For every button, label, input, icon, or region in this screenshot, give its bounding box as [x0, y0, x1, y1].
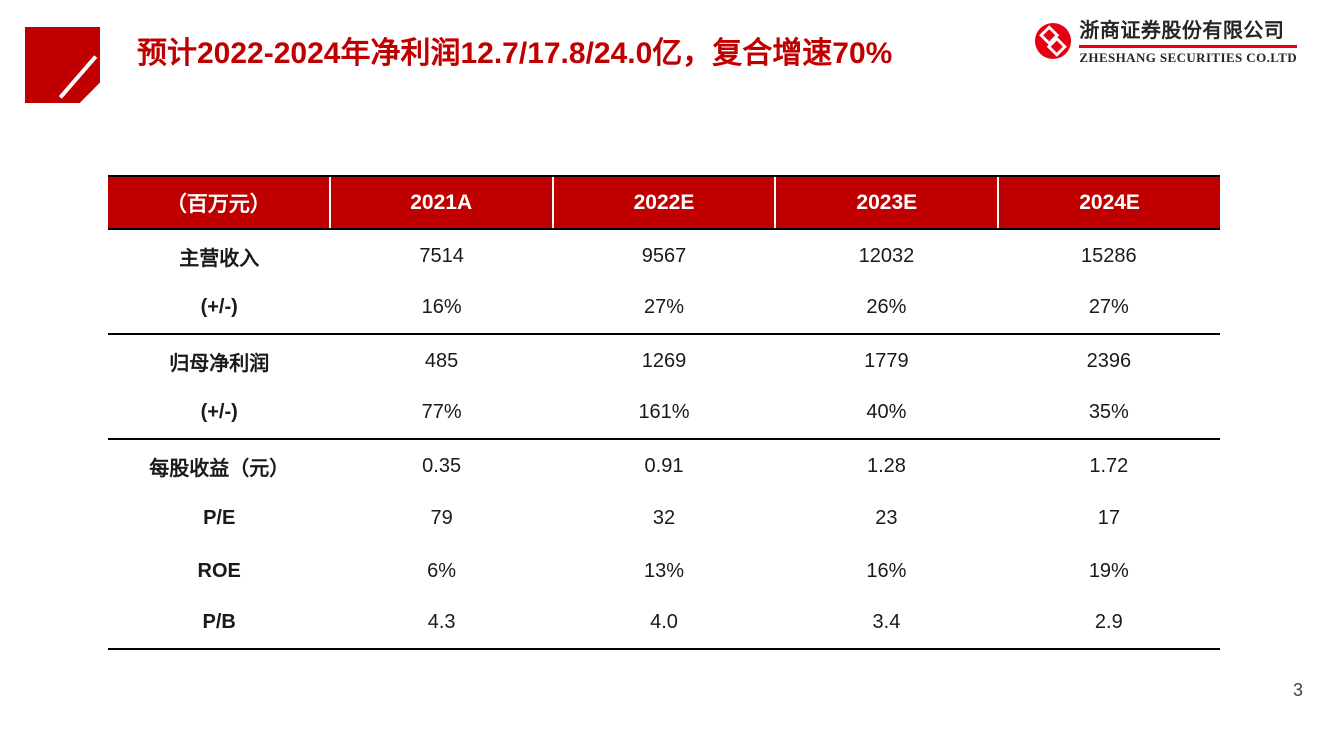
table-cell: 17: [1097, 507, 1120, 530]
company-name-cn: 浙商证券股份有限公司: [1079, 20, 1285, 42]
row-label: P/E: [203, 507, 236, 530]
table-cell: 12032: [858, 244, 915, 267]
slide-title: 预计2022-2024年净利润12.7/17.8/24.0亿，复合增速70%: [137, 37, 893, 70]
table-cell: 40%: [866, 401, 907, 424]
table-cell: 77%: [421, 401, 462, 424]
logo-text-block: 浙商证券股份有限公司 ZHESHANG SECURITIES CO.LTD: [1079, 19, 1297, 66]
table-row-net-profit-growth: (+/-) 77% 161% 40% 35%: [108, 388, 1220, 440]
table-row-pe: P/E 79 32 23 17: [108, 493, 1220, 546]
row-label: 每股收益（元）: [149, 457, 290, 480]
column-header-2023e: 2023E: [774, 177, 997, 228]
table-cell: 26%: [866, 296, 907, 319]
company-logo: 浙商证券股份有限公司 ZHESHANG SECURITIES CO.LTD: [1034, 19, 1297, 66]
table-cell: 0.35: [422, 454, 462, 477]
table-cell: 19%: [1088, 559, 1129, 582]
table-row-revenue: 主营收入 7514 9567 12032 15286: [108, 230, 1220, 283]
table-cell: 32: [652, 507, 676, 530]
table-row-eps: 每股收益（元） 0.35 0.91 1.28 1.72: [108, 440, 1220, 493]
table-cell: 16%: [866, 559, 907, 582]
table-cell: 3.4: [872, 611, 901, 634]
table-cell: 1269: [641, 349, 687, 372]
table-cell: 0.91: [644, 454, 684, 477]
table-cell: 15286: [1081, 244, 1137, 267]
column-header-2022e: 2022E: [551, 177, 775, 228]
row-label: P/B: [202, 611, 236, 634]
table-cell: 16%: [421, 296, 462, 319]
column-header-2021a: 2021A: [328, 177, 552, 228]
table-cell: 485: [424, 349, 459, 372]
table-cell: 79: [430, 507, 453, 530]
table-cell: 1.28: [866, 454, 906, 477]
table-cell: 4.0: [650, 611, 678, 634]
corner-slash-decoration: [58, 55, 98, 99]
row-label: ROE: [197, 559, 241, 582]
table-cell: 6%: [427, 559, 457, 582]
corner-accent-shape: [25, 27, 100, 103]
table-cell: 2396: [1086, 349, 1132, 372]
table-cell: 13%: [644, 559, 685, 582]
table-cell: 161%: [638, 401, 690, 424]
row-label: (+/-): [200, 296, 238, 319]
table-cell: 1779: [864, 349, 909, 372]
table-cell: 7514: [419, 244, 464, 267]
column-header-2024e: 2024E: [997, 177, 1220, 228]
table-row-net-profit: 归母净利润 485 1269 1779 2396: [108, 335, 1220, 388]
table-cell: 27%: [1088, 296, 1129, 319]
table-row-roe: ROE 6% 13% 16% 19%: [108, 545, 1220, 598]
table-cell: 1.72: [1089, 454, 1129, 477]
table-cell: 9567: [641, 244, 687, 267]
page-number: 3: [1292, 680, 1303, 700]
company-name-en: ZHESHANG SECURITIES CO.LTD: [1079, 49, 1297, 65]
row-label: 主营收入: [179, 247, 260, 270]
table-row-pb: P/B 4.3 4.0 3.4 2.9: [108, 598, 1220, 650]
table-cell: 35%: [1088, 401, 1129, 424]
table-row-revenue-growth: (+/-) 16% 27% 26% 27%: [108, 283, 1220, 335]
row-label: (+/-): [200, 401, 238, 424]
zheshang-knot-icon: [1035, 22, 1072, 60]
table-header-row: （百万元） 2021A 2022E 2023E 2024E: [108, 175, 1220, 230]
table-cell: 4.3: [427, 611, 456, 634]
column-header-unit: （百万元）: [165, 192, 271, 216]
financial-forecast-table: （百万元） 2021A 2022E 2023E 2024E 主营收入 7514 …: [108, 175, 1220, 650]
table-cell: 23: [875, 507, 898, 530]
row-label: 归母净利润: [169, 352, 270, 375]
table-cell: 2.9: [1094, 611, 1123, 634]
table-cell: 27%: [644, 296, 685, 319]
logo-underline: [1079, 45, 1297, 48]
